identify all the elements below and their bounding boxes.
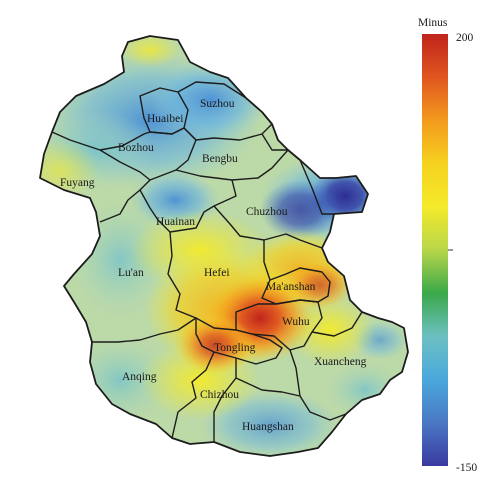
city-label-chizhou: Chizhou <box>200 389 239 401</box>
legend-title: Minus <box>418 17 448 29</box>
border-bozhou-bengbu <box>99 127 197 171</box>
city-label-xuancheng: Xuancheng <box>314 356 367 368</box>
border-bengbu-chuzhou <box>231 133 289 181</box>
province-outline <box>39 35 409 457</box>
city-label-huangshan: Huangshan <box>242 421 294 433</box>
border-luan-hefei <box>167 231 197 319</box>
border-chuzhou-east <box>299 159 334 215</box>
city-label-wuhu: Wuhu <box>282 316 310 328</box>
heat-field <box>40 36 408 456</box>
city-label-fuyang: Fuyang <box>60 177 95 189</box>
city-borders <box>51 81 363 442</box>
city-label-huaibei: Huaibei <box>147 113 183 125</box>
legend-max-label: 200 <box>456 32 474 44</box>
border-chizhou-huangshan <box>213 358 301 442</box>
border-huainan <box>139 169 237 233</box>
border-xuancheng <box>289 349 347 421</box>
city-label-anqing: Anqing <box>122 371 157 383</box>
city-labels: Suzhou Huaibei Bozhou Bengbu Fuyang Huai… <box>60 98 367 433</box>
city-label-suzhou: Suzhou <box>200 98 235 110</box>
city-label-bozhou: Bozhou <box>118 142 154 154</box>
border-fuyang-huainan <box>99 179 151 223</box>
border-xuancheng-east <box>311 311 363 337</box>
city-label-chuzhou: Chuzhou <box>246 206 288 218</box>
city-label-tongling: Tongling <box>214 342 256 354</box>
city-label-hefei: Hefei <box>204 267 230 279</box>
legend-min-label: -150 <box>456 462 477 474</box>
border-hefei-anqing <box>92 317 197 343</box>
legend-color-bar <box>422 34 448 466</box>
border-anqing-chizhou <box>171 351 215 439</box>
city-label-luan: Lu'an <box>118 267 144 279</box>
city-label-maanshan: Ma'anshan <box>266 281 316 293</box>
border-fuyang-bozhou <box>51 131 151 181</box>
color-legend: Minus 200 -150 <box>418 17 477 474</box>
border-tongling <box>195 317 283 365</box>
city-label-huainan: Huainan <box>156 216 195 228</box>
city-label-bengbu: Bengbu <box>202 153 238 165</box>
